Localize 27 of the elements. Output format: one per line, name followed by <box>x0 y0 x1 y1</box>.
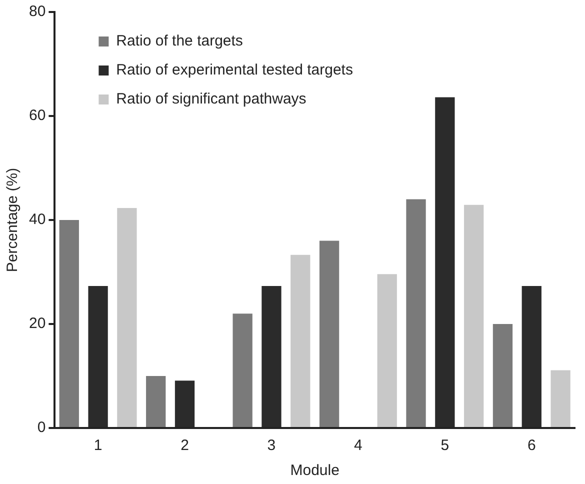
bar <box>117 208 137 427</box>
x-tick-label: 3 <box>267 437 276 454</box>
bar <box>319 240 340 427</box>
x-tick-label: 6 <box>527 437 536 454</box>
bar <box>146 376 166 427</box>
bar <box>290 254 310 427</box>
bar <box>492 324 513 427</box>
bar <box>550 370 570 427</box>
bar <box>464 204 484 427</box>
legend-label: Ratio of the targets <box>116 32 243 50</box>
y-tick-label: 80 <box>28 3 46 20</box>
y-tick-label: 60 <box>28 107 46 124</box>
bar <box>406 199 426 427</box>
x-tick-label: 2 <box>180 437 189 454</box>
bar <box>377 274 397 427</box>
x-tick-label: 1 <box>94 437 102 454</box>
y-axis-title: Percentage (%) <box>4 168 22 272</box>
y-tick-label: 40 <box>28 211 46 228</box>
bar <box>59 220 79 427</box>
y-tick-label: 0 <box>37 419 46 436</box>
x-tick-label: 5 <box>440 437 450 454</box>
legend-label: Ratio of experimental tested targets <box>116 62 353 79</box>
bar <box>232 314 252 427</box>
legend-label: Ratio of significant pathways <box>116 90 306 108</box>
x-axis-title: Module <box>290 462 340 480</box>
y-tick-label: 20 <box>28 315 46 332</box>
x-tick-label: 4 <box>354 437 362 454</box>
